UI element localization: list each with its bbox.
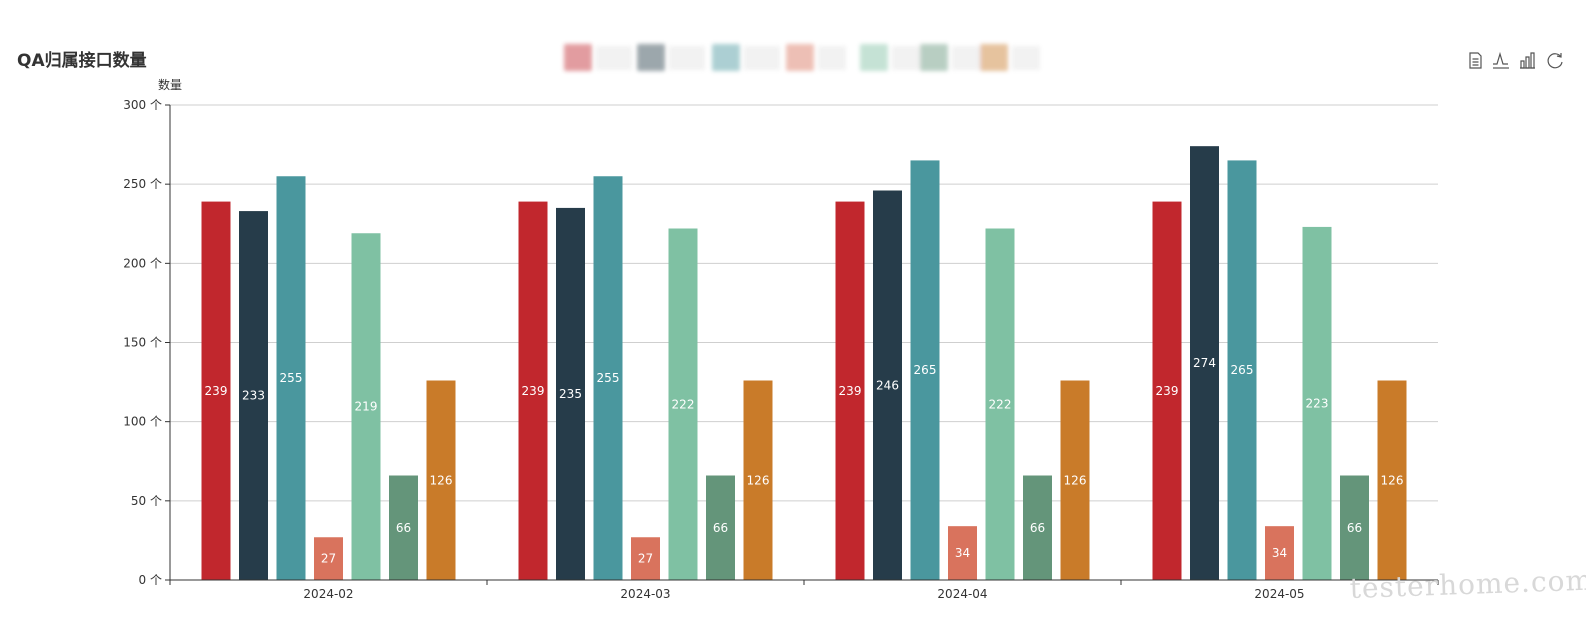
bar-chart-icon[interactable] bbox=[1520, 52, 1535, 69]
bar-value-label: 126 bbox=[1381, 473, 1404, 487]
x-tick-label: 2024-02 bbox=[303, 587, 353, 601]
legend-swatch bbox=[564, 44, 592, 71]
legend-label-blurred bbox=[952, 46, 980, 70]
bars: 239 233 255 27 219 66 126 239 235 255 27 222 66 126 23… bbox=[201, 146, 1407, 581]
y-tick-label: 200 个 bbox=[123, 256, 162, 270]
bar bbox=[201, 201, 231, 581]
bar bbox=[1377, 380, 1407, 580]
bar-value-label: 222 bbox=[672, 397, 695, 411]
bar bbox=[985, 228, 1015, 580]
bar bbox=[631, 537, 660, 580]
bar bbox=[314, 537, 343, 580]
toolbox bbox=[1469, 51, 1563, 69]
bar bbox=[276, 176, 306, 580]
bar bbox=[948, 526, 977, 580]
data-view-icon[interactable] bbox=[1469, 52, 1482, 69]
bar-value-label: 27 bbox=[321, 552, 336, 566]
legend-swatch bbox=[712, 44, 740, 71]
x-tick-label: 2024-05 bbox=[1254, 587, 1304, 601]
bar-value-label: 239 bbox=[522, 384, 545, 398]
bar-value-label: 235 bbox=[559, 387, 582, 401]
legend-swatch bbox=[920, 44, 948, 71]
legend-swatch bbox=[637, 44, 665, 71]
bar-value-label: 126 bbox=[1064, 473, 1087, 487]
legend-swatch bbox=[980, 44, 1008, 71]
bar bbox=[1060, 380, 1090, 580]
bar-value-label: 239 bbox=[205, 384, 228, 398]
bar-value-label: 66 bbox=[713, 521, 728, 535]
y-axis-ticks: 0 个 50 个 100 个 150 个 200 个 250 个 300 个 bbox=[123, 98, 171, 587]
bar-value-label: 66 bbox=[396, 521, 411, 535]
bar bbox=[389, 475, 418, 580]
bar bbox=[593, 176, 623, 580]
grid-lines bbox=[170, 104, 1438, 502]
bar bbox=[556, 207, 585, 580]
bar-value-label: 126 bbox=[747, 473, 770, 487]
bar bbox=[873, 190, 902, 580]
legend-label-blurred bbox=[596, 46, 632, 70]
bar bbox=[239, 211, 268, 581]
bar bbox=[743, 380, 773, 580]
bar-value-label: 219 bbox=[355, 400, 378, 414]
bar bbox=[1023, 475, 1052, 580]
legend-label-blurred bbox=[669, 46, 705, 70]
bar-value-label: 27 bbox=[638, 552, 653, 566]
chart-title: QA归属接口数量 bbox=[17, 50, 147, 71]
x-axis: 2024-02 2024-03 2024-04 2024-05 bbox=[169, 579, 1439, 601]
bar-value-label: 255 bbox=[280, 371, 303, 385]
bar bbox=[910, 160, 940, 580]
y-axis-name: 数量 bbox=[158, 77, 182, 92]
bar-value-label: 239 bbox=[839, 384, 862, 398]
bar-value-label: 34 bbox=[1272, 546, 1287, 560]
restore-icon[interactable] bbox=[1547, 53, 1563, 69]
bar bbox=[351, 233, 381, 580]
bar bbox=[1302, 226, 1332, 580]
bar bbox=[706, 475, 735, 580]
bar-value-label: 222 bbox=[989, 397, 1012, 411]
bar-value-label: 34 bbox=[955, 546, 970, 560]
bar-value-label: 239 bbox=[1156, 384, 1179, 398]
bar-value-label: 246 bbox=[876, 378, 899, 392]
bar-value-label: 126 bbox=[430, 473, 453, 487]
x-tick-label: 2024-04 bbox=[937, 587, 987, 601]
bar-value-label: 265 bbox=[1231, 363, 1254, 377]
watermark-text: testerhome.com bbox=[1349, 564, 1586, 605]
bar-value-label: 223 bbox=[1306, 396, 1329, 410]
legend-label-blurred bbox=[818, 46, 846, 70]
y-tick-label: 300 个 bbox=[123, 98, 162, 112]
legend-swatch bbox=[860, 44, 888, 71]
bar bbox=[518, 201, 548, 581]
bar bbox=[1190, 146, 1219, 580]
bar bbox=[426, 380, 456, 580]
y-tick-label: 0 个 bbox=[139, 573, 162, 587]
bar bbox=[1152, 201, 1182, 581]
bar-value-label: 274 bbox=[1193, 356, 1216, 370]
bar-value-label: 66 bbox=[1030, 521, 1045, 535]
bar bbox=[1340, 475, 1369, 580]
bar bbox=[1265, 526, 1294, 580]
y-tick-label: 150 个 bbox=[123, 336, 162, 350]
legend-label-blurred bbox=[744, 46, 780, 70]
bar-value-label: 265 bbox=[914, 363, 937, 377]
y-tick-label: 50 个 bbox=[131, 494, 162, 508]
y-tick-label: 250 个 bbox=[123, 177, 162, 191]
line-chart-icon[interactable] bbox=[1493, 51, 1509, 69]
bar-value-label: 66 bbox=[1347, 521, 1362, 535]
bar bbox=[835, 201, 865, 581]
bar-value-label: 233 bbox=[242, 389, 265, 403]
legend-label-blurred bbox=[1012, 46, 1040, 70]
x-tick-label: 2024-03 bbox=[620, 587, 670, 601]
legend-swatch bbox=[786, 44, 814, 71]
bar bbox=[1227, 160, 1257, 580]
y-tick-label: 100 个 bbox=[123, 415, 162, 429]
legend-label-blurred bbox=[892, 46, 920, 70]
bar-value-label: 255 bbox=[597, 371, 620, 385]
bar bbox=[668, 228, 698, 580]
legend bbox=[564, 44, 1040, 71]
